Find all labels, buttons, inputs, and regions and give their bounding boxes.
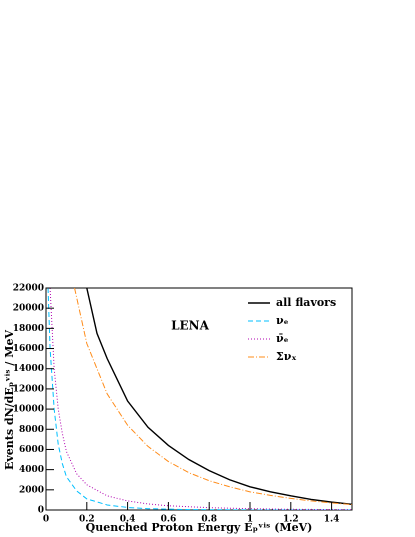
y-tick-label: 12000 (13, 384, 44, 394)
line-series (47, 288, 352, 510)
y-tick-label: 14000 (13, 364, 44, 374)
x-tick-label: 1.4 (324, 515, 340, 525)
y-tick-label: 8000 (19, 425, 44, 435)
annotation: LENA (171, 319, 210, 333)
y-tick-label: 0 (38, 506, 44, 516)
plot-frame (45, 287, 353, 511)
line-series (49, 288, 352, 510)
x-tick-label: 0.8 (201, 515, 217, 525)
x-tick-label: 1.2 (283, 515, 299, 525)
curves (47, 288, 352, 510)
y-tick-label: 4000 (19, 465, 44, 475)
x-tick-label: 0 (43, 515, 49, 525)
legend-label: ν̄ₑ (276, 332, 289, 345)
x-axis-title: Quenched Proton Energy Eₚᵛⁱˢ (MeV) (86, 521, 313, 534)
y-tick-label: 16000 (13, 344, 44, 354)
legend-label: νₑ (276, 314, 289, 327)
line-series (86, 288, 352, 506)
legend-label: all flavors (276, 296, 336, 309)
x-tick-label: 1 (247, 515, 253, 525)
y-tick-label: 20000 (13, 304, 44, 314)
line-series (74, 288, 352, 506)
x-tick-label: 0.2 (79, 515, 95, 525)
x-tick-label: 0.4 (120, 515, 136, 525)
y-tick-label: 10000 (13, 405, 44, 415)
y-tick-label: 22000 (13, 284, 44, 294)
y-tick-label: 6000 (19, 445, 44, 455)
y-tick-label: 2000 (19, 485, 44, 495)
y-axis-title: Events dN/dEₚᵛⁱˢ / MeV (3, 330, 16, 470)
y-tick-label: 18000 (13, 324, 44, 334)
x-tick-label: 0.6 (161, 515, 177, 525)
legend-label: Σνₓ (276, 350, 297, 363)
